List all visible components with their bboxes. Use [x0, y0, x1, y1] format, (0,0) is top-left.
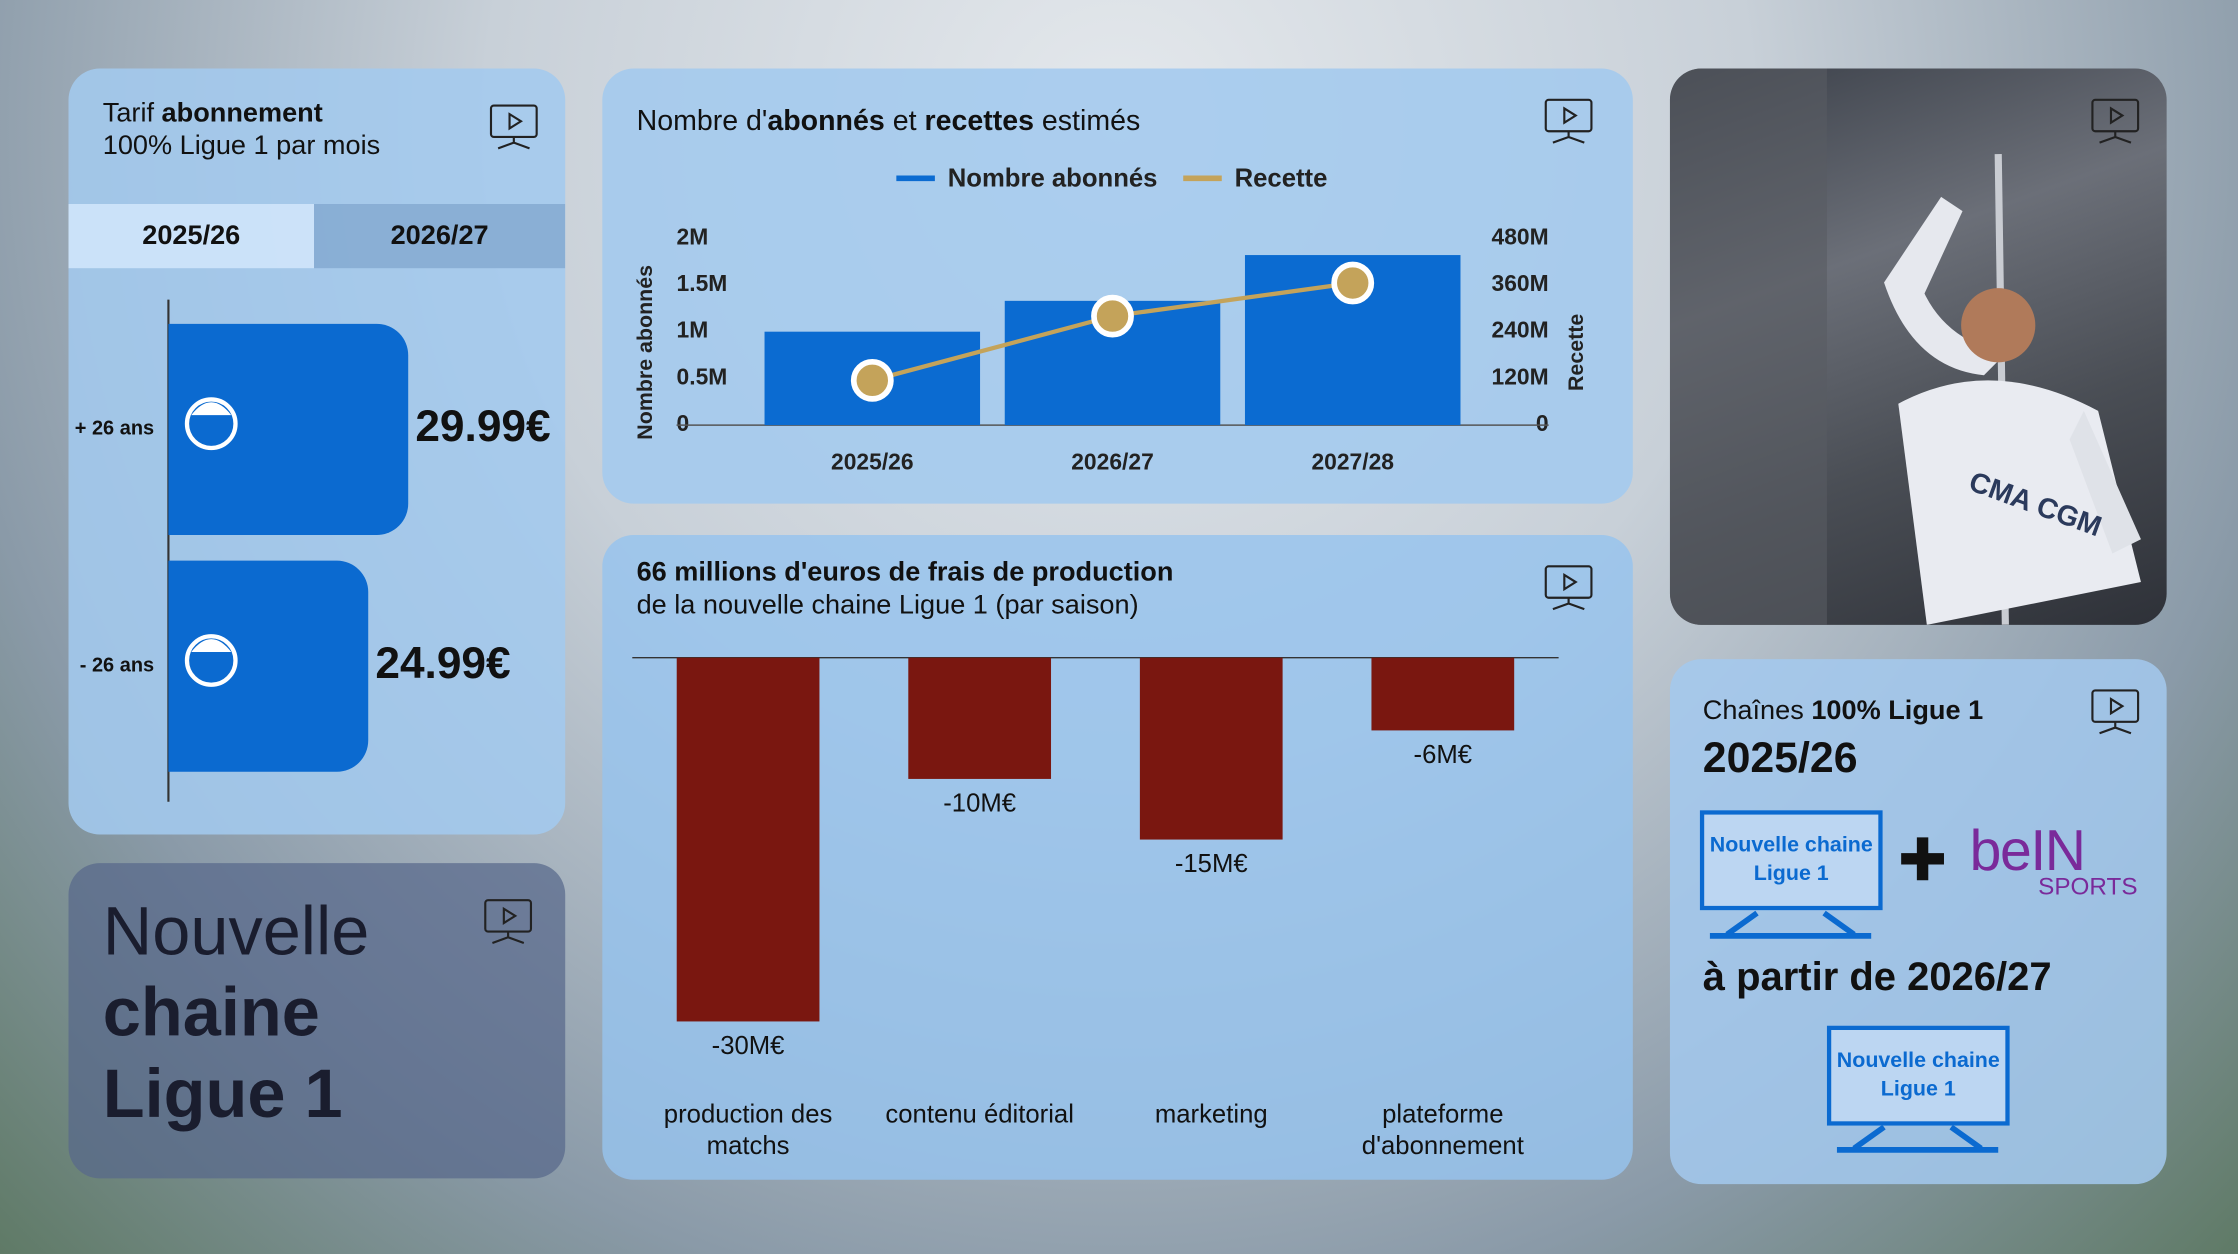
- value-label: 24.99€: [375, 639, 510, 688]
- legend-label: Recette: [1235, 165, 1328, 193]
- title-part: abonnés: [767, 105, 885, 137]
- tv-icon[interactable]: [484, 899, 533, 944]
- arm: [1884, 196, 1963, 304]
- tv-icon[interactable]: [1544, 98, 1593, 144]
- y2-tick-label: 480M: [1491, 223, 1548, 249]
- title-part: Nombre d': [636, 105, 768, 137]
- title-part: recettes: [924, 105, 1034, 137]
- value-label: -10M€: [943, 789, 1016, 817]
- tarif-title-bold: abonnement: [161, 98, 323, 129]
- production-title: 66 millions d'euros de frais de producti…: [637, 556, 1174, 622]
- from-text: à partir de 2026/27: [1702, 954, 2052, 999]
- person-icon: [191, 639, 232, 652]
- y-tick-label: 1.5M: [677, 270, 728, 296]
- x-tick-label: 2026/27: [1071, 449, 1154, 475]
- x-tick-label: contenu éditorial: [885, 1099, 1074, 1129]
- point: [1091, 294, 1134, 338]
- bar: [908, 657, 1052, 779]
- value-label: -6M€: [1414, 741, 1473, 769]
- y-axis-label: Nombre abonnés: [633, 265, 657, 440]
- production-chart: -30M€ -10M€ -15M€ -6M€: [632, 565, 1593, 1060]
- line: chaine: [102, 975, 320, 1052]
- y2-axis-label: Recette: [1564, 314, 1588, 391]
- tab[interactable]: 2025/26: [68, 204, 315, 269]
- value-label: -30M€: [712, 1032, 785, 1060]
- combo-card: 0 0.5M 1M 1.5M 2M 0 120M 240M 360M 480M Nombre abo…: [602, 68, 1633, 504]
- y-tick-label: + 26 ans: [75, 418, 154, 440]
- x-tick-label: marketing: [1154, 1099, 1268, 1129]
- combo-chart: 0 0.5M 1M 1.5M 2M 0 120M 240M 360M 480M Nombre abo…: [633, 98, 1593, 475]
- value-label: 29.99€: [415, 402, 550, 451]
- y-tick-label: 2M: [677, 223, 709, 249]
- production-card: -30M€ -10M€ -15M€ -6M€ 66 millions d'euros …: [602, 534, 1633, 1180]
- person-icon: [191, 402, 232, 416]
- x-tick-label: plateforme d'abonnement: [1361, 1099, 1524, 1160]
- tv-stand: [1836, 1124, 1999, 1153]
- y2-tick-label: 0: [1536, 410, 1549, 436]
- title-line: de la nouvelle chaine Ligue 1 (par saiso…: [636, 590, 1139, 621]
- plus-sign: [1901, 837, 1944, 881]
- photo-card: CMA CGM: [1669, 68, 2167, 625]
- tarif-subtitle: 100% Ligue 1 par mois: [102, 131, 381, 162]
- nouvelle-chaine-text: Nouvelle chaine Ligue 1: [103, 892, 370, 1136]
- bar: [1139, 657, 1283, 840]
- bar: [1371, 657, 1515, 731]
- tv-stand: [1709, 910, 1872, 939]
- partner-logo: beIN SPORTS: [1970, 823, 2138, 899]
- x-tick-label: production des matchs: [663, 1099, 833, 1160]
- person-icon: [184, 634, 238, 687]
- tv-icon[interactable]: [2091, 689, 2140, 735]
- point: [850, 358, 894, 402]
- channel-box: Nouvelle chaine Ligue 1: [1699, 810, 1883, 911]
- tarif-title: Tarif: [102, 98, 155, 129]
- partner-sub: SPORTS: [2038, 873, 2138, 901]
- y-tick-label: 0: [677, 410, 690, 436]
- x-tick-label: 2027/28: [1311, 449, 1394, 475]
- photo: CMA CGM: [1669, 68, 2141, 625]
- line: Ligue 1: [102, 1057, 343, 1133]
- tab[interactable]: 2026/27: [314, 204, 566, 269]
- icon-layer: [1709, 689, 2140, 1153]
- bar: [676, 657, 820, 1022]
- chaines-card: Chaînes 100% Ligue 1 2025/26 Nouvelle ch…: [1669, 659, 2167, 1185]
- bar: [168, 560, 369, 772]
- tarif-header: Tarif abonnement 100% Ligue 1 par mois: [103, 97, 380, 163]
- tarif-chart: + 26 ans 29.99€ - 26 ans 24.99€: [75, 104, 551, 802]
- bar: [168, 323, 409, 535]
- legend-label: Nombre abonnés: [948, 165, 1158, 193]
- combo-title: Nombre d'abonnés et recettes estimés: [637, 106, 1141, 139]
- title-part: et: [892, 105, 917, 137]
- x-tick-label: 2025/26: [831, 449, 914, 475]
- y2-tick-label: 120M: [1491, 363, 1548, 389]
- arm: [2069, 410, 2141, 554]
- y2-tick-label: 240M: [1491, 317, 1548, 343]
- line: Nouvelle: [102, 894, 370, 971]
- person-icon: [184, 397, 238, 451]
- y-tick-label: - 26 ans: [80, 655, 154, 677]
- nouvelle-chaine-card: Nouvelle chaine Ligue 1: [68, 863, 566, 1179]
- icon-layer: [484, 899, 533, 944]
- partner-name: beIN: [1969, 820, 2086, 884]
- background: [1669, 68, 1827, 625]
- tv-icon[interactable]: [2091, 98, 2140, 144]
- y-tick-label: 0.5M: [677, 363, 728, 389]
- chaines-title: Chaînes 100% Ligue 1: [1703, 696, 1983, 727]
- tv-icon[interactable]: [1544, 565, 1593, 611]
- channel-box: Nouvelle chaine Ligue 1: [1826, 1025, 2010, 1126]
- tarif-card: + 26 ans 29.99€ - 26 ans 24.99€ Tarif abonn…: [68, 68, 566, 835]
- season: 2025/26: [1702, 734, 1858, 782]
- title-line: 66 millions d'euros de frais de producti…: [636, 557, 1174, 588]
- point: [1331, 261, 1375, 305]
- title-part: 100% Ligue 1: [1811, 696, 1984, 727]
- y2-tick-label: 360M: [1491, 270, 1548, 296]
- title-part: Chaînes: [1702, 696, 1804, 727]
- y-tick-label: 1M: [677, 317, 709, 343]
- value-label: -15M€: [1175, 850, 1248, 878]
- tv-icon[interactable]: [489, 104, 538, 150]
- head: [1961, 288, 2036, 363]
- title-part: estimés: [1041, 105, 1141, 137]
